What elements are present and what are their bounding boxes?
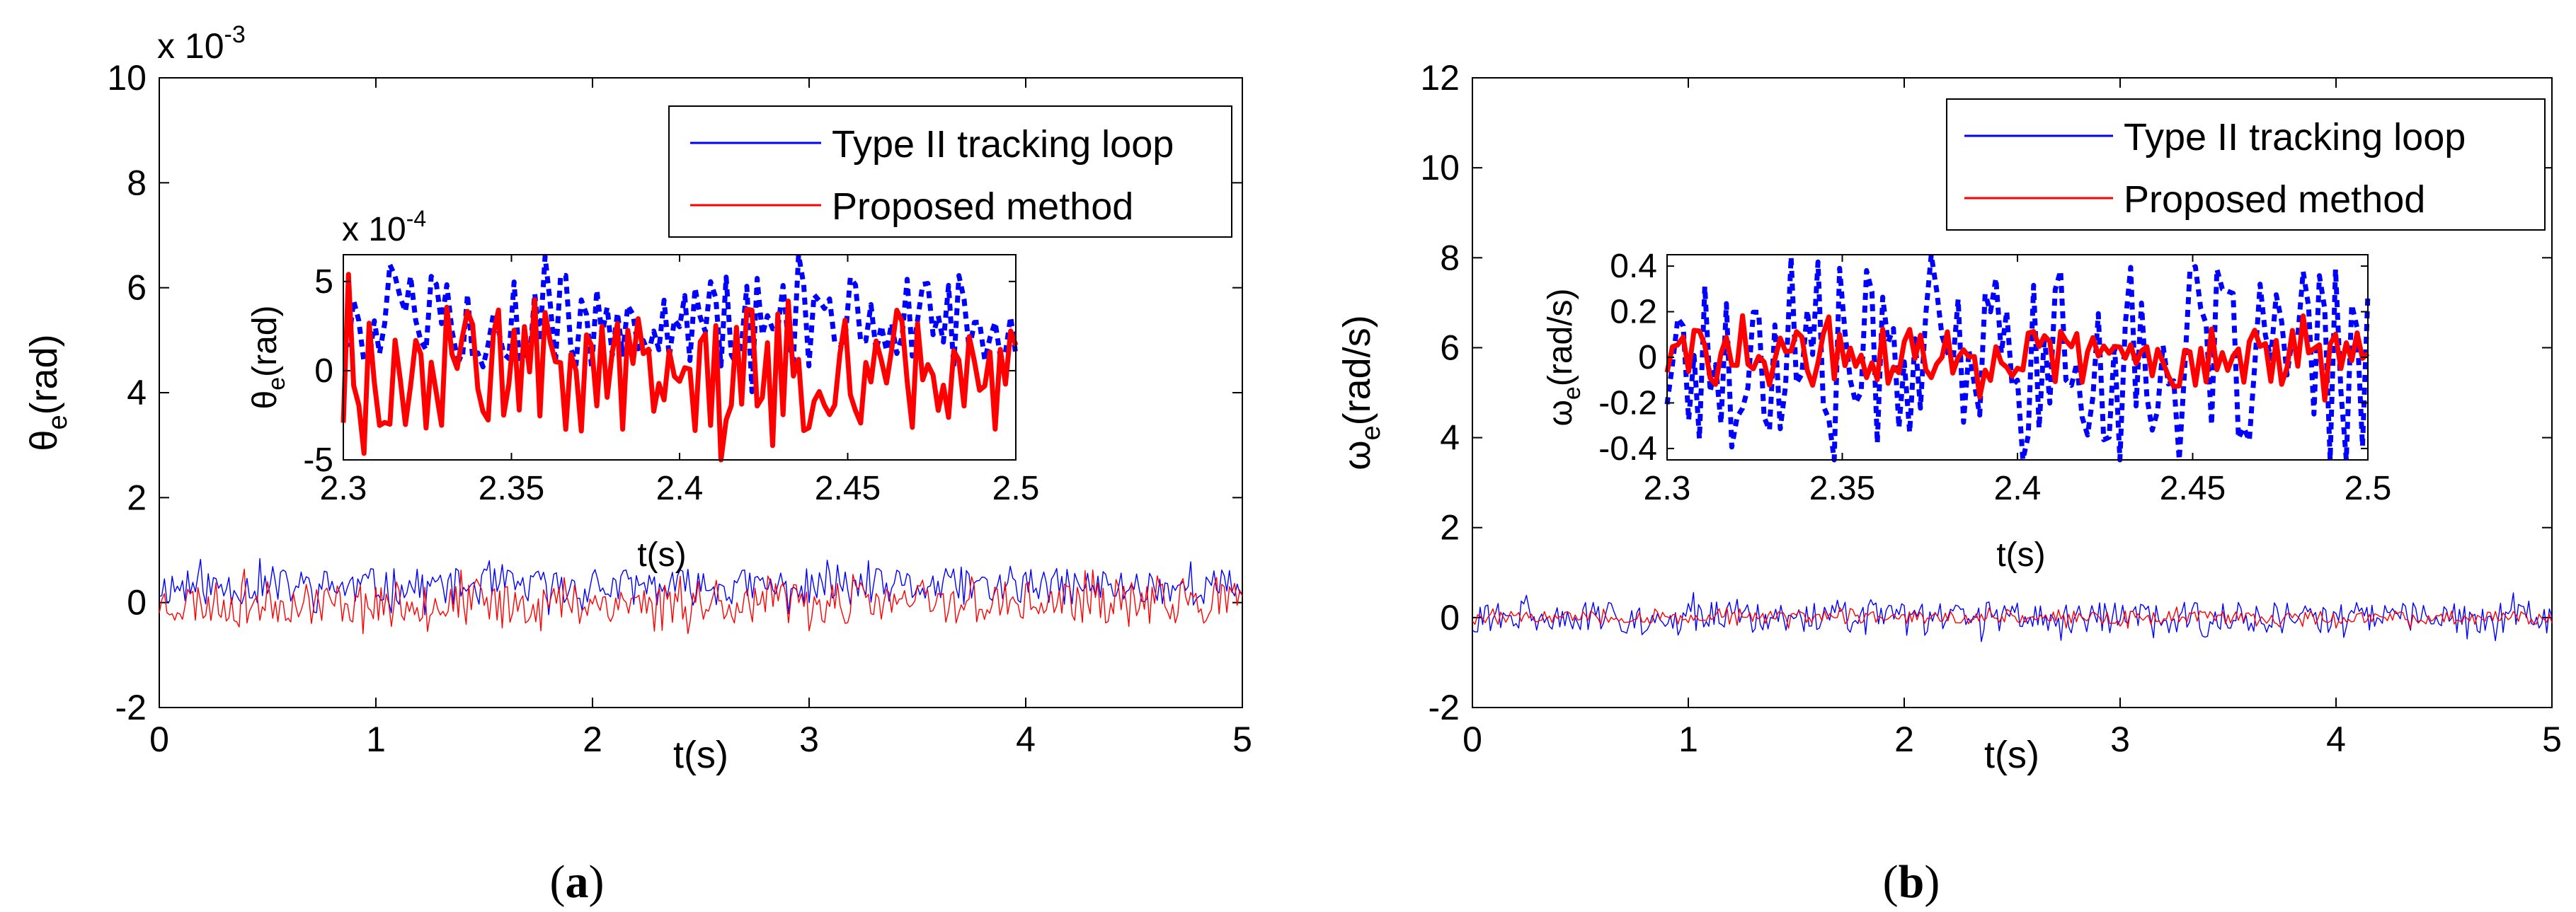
panel-a-legend-box (668, 105, 1232, 238)
panel-b-legend-box (1946, 98, 2546, 231)
panel-b-inset-x-tick-label-0: 2.3 (1644, 470, 1691, 507)
panel-a-y-tick-label-4: 6 (127, 268, 147, 308)
panel-b-y-ticks: -2 0 2 4 6 8 10 12 (1420, 58, 2552, 727)
panel-b-x-label: t(s) (1984, 734, 2039, 776)
panel-b-inset-y-tick-label-0: 0.4 (1610, 248, 1657, 285)
panel-b-inset-bg (1667, 255, 2368, 460)
panel-b-x-tick-label-2: 2 (1894, 720, 1914, 759)
panel-b-y-tick-label-1: 0 (1440, 598, 1460, 637)
panel-b-inset-x-tick-label-2: 2.4 (1994, 470, 2042, 507)
panel-a-inset-x-tick-label-1: 2.35 (479, 470, 544, 507)
panel-a-y-tick-label-1: 0 (127, 583, 147, 623)
panel-b-legend-label-0: Type II tracking loop (2124, 116, 2466, 158)
panel-b-x-tick-label-5: 5 (2542, 720, 2562, 759)
panel-a-inset-series-0 (343, 252, 1019, 395)
panel-a-inset-x-label: t(s) (637, 536, 686, 574)
panel-a-x-tick-label-4: 4 (1016, 720, 1036, 759)
panel-a-caption: (a) (550, 856, 605, 908)
panel-b-y-tick-label-3: 4 (1440, 418, 1460, 458)
panel-b-x-tick-label-0: 0 (1462, 720, 1482, 759)
panel-a-x-label: t(s) (673, 734, 728, 776)
panel-a-x-ticks: 0 1 2 3 4 5 (149, 78, 1252, 759)
panel-a-inset-x-tick-label-0: 2.3 (320, 470, 367, 507)
panel-a-inset-multiplier: x 10-4 (342, 206, 426, 248)
panel-a-y-ticks: -2 0 2 4 6 8 10 (107, 58, 1242, 727)
panel-b-inset-y-tick-label-4: -0.4 (1598, 430, 1657, 468)
panel-b-y-tick-label-6: 10 (1420, 148, 1460, 187)
panel-a-series-0 (159, 558, 1243, 616)
panel-b-inset-x-tick-label-3: 2.45 (2160, 470, 2226, 507)
panel-a-y-tick-label-5: 8 (127, 163, 147, 202)
panel-b-inset-y-ticks: 0.4 0.2 0 -0.2 -0.4 (1598, 248, 2368, 468)
panel-b-inset-y-tick-label-2: 0 (1638, 339, 1657, 376)
panel-a-inset-y-label: θe(rad) (246, 306, 290, 410)
panel-a-y-tick-label-0: -2 (115, 688, 147, 727)
panel-a-inset-x-tick-label-3: 2.45 (815, 470, 881, 507)
panel-a-inset-x-ticks: 2.3 2.35 2.4 2.45 2.5 (320, 255, 1040, 507)
panel-b-legend: Type II tracking loop Proposed method (1946, 98, 2546, 231)
panel-a-y-tick-label-2: 2 (127, 478, 147, 517)
panel-b-series (1472, 591, 2553, 642)
panel-a-inset-series (340, 252, 1019, 463)
panel-b-inset-series (1664, 252, 2371, 463)
panel-b-x-tick-label-1: 1 (1678, 720, 1698, 759)
panel-b-series-0 (1472, 591, 2553, 642)
panel-b-inset-y-label: ωe(rad/s) (1542, 288, 1586, 426)
panel-b-series-1 (1472, 606, 2553, 629)
panel-a-series (159, 558, 1243, 635)
panel-a-x-tick-label-5: 5 (1232, 720, 1252, 759)
panel-b-y-tick-label-7: 12 (1420, 58, 1460, 98)
panel-a-inset-y-ticks: -5 0 5 (303, 263, 1016, 479)
panel-b-x-tick-label-4: 4 (2326, 720, 2346, 759)
panel-b-legend-label-1: Proposed method (2124, 178, 2425, 221)
panel-a-inset: -5 0 5 2.3 2.35 2.4 2.45 2.5 x 10-4 t(s) θe(ra… (246, 206, 1039, 574)
panel-a-x-tick-label-1: 1 (366, 720, 386, 759)
panel-b-y-tick-label-0: -2 (1429, 688, 1460, 727)
panel-a-legend-label-1: Proposed method (832, 185, 1133, 228)
panel-b-inset-series-1 (1664, 313, 2370, 403)
panel-a-inset-x-tick-label-2: 2.4 (656, 470, 704, 507)
panel-a-y-label: θe(rad) (23, 334, 73, 451)
panel-a-y-tick-label-3: 4 (127, 373, 147, 412)
panel-a-inset-y-tick-label-2: 5 (314, 263, 333, 301)
panel-b-y-tick-label-2: 2 (1440, 508, 1460, 548)
panel-a-y-tick-label-6: 10 (107, 58, 147, 98)
panel-b-x-tick-label-3: 3 (2110, 720, 2130, 759)
panel-b-inset-x-tick-label-1: 2.35 (1809, 470, 1875, 507)
panel-b-inset-x-tick-label-4: 2.5 (2345, 470, 2392, 507)
panel-b-inset-y-tick-label-1: 0.2 (1610, 294, 1657, 331)
panel-b-inset-x-label: t(s) (1996, 536, 2045, 574)
panel-b-caption: (b) (1883, 856, 1940, 908)
panel-a-multiplier: x 10-3 (157, 21, 246, 66)
panel-b-inset-y-tick-label-3: -0.2 (1598, 384, 1657, 422)
panel-b-y-label: ωe(rad/s) (1336, 315, 1386, 470)
panel-a-legend-label-0: Type II tracking loop (832, 123, 1174, 166)
panel-a-series-1 (159, 568, 1243, 635)
panel-a-x-tick-label-0: 0 (149, 720, 169, 759)
panel-b-y-tick-label-4: 6 (1440, 328, 1460, 367)
panel-b-x-ticks: 0 1 2 3 4 5 (1462, 78, 2562, 759)
panel-a-inset-y-tick-label-0: -5 (303, 441, 333, 479)
panel-a-x-tick-label-2: 2 (583, 720, 602, 759)
panel-a-inset-y-tick-label-1: 0 (314, 352, 333, 390)
panel-a-legend: Type II tracking loop Proposed method (668, 105, 1232, 238)
panel-b-axes-frame (1472, 77, 2553, 708)
panel-b-y-tick-label-5: 8 (1440, 238, 1460, 277)
panel-b-inset-series-0 (1664, 252, 2371, 463)
panel-a-inset-series-1 (340, 272, 1019, 463)
panel-b-inset: 0.4 0.2 0 -0.2 -0.4 2.3 2.35 2.4 2.45 2.5 t(s) ω… (1542, 248, 2391, 574)
panel-b-inset-x-ticks: 2.3 2.35 2.4 2.45 2.5 (1644, 255, 2392, 507)
panel-a-x-tick-label-3: 3 (799, 720, 819, 759)
panel-a-inset-x-tick-label-4: 2.5 (992, 470, 1040, 507)
